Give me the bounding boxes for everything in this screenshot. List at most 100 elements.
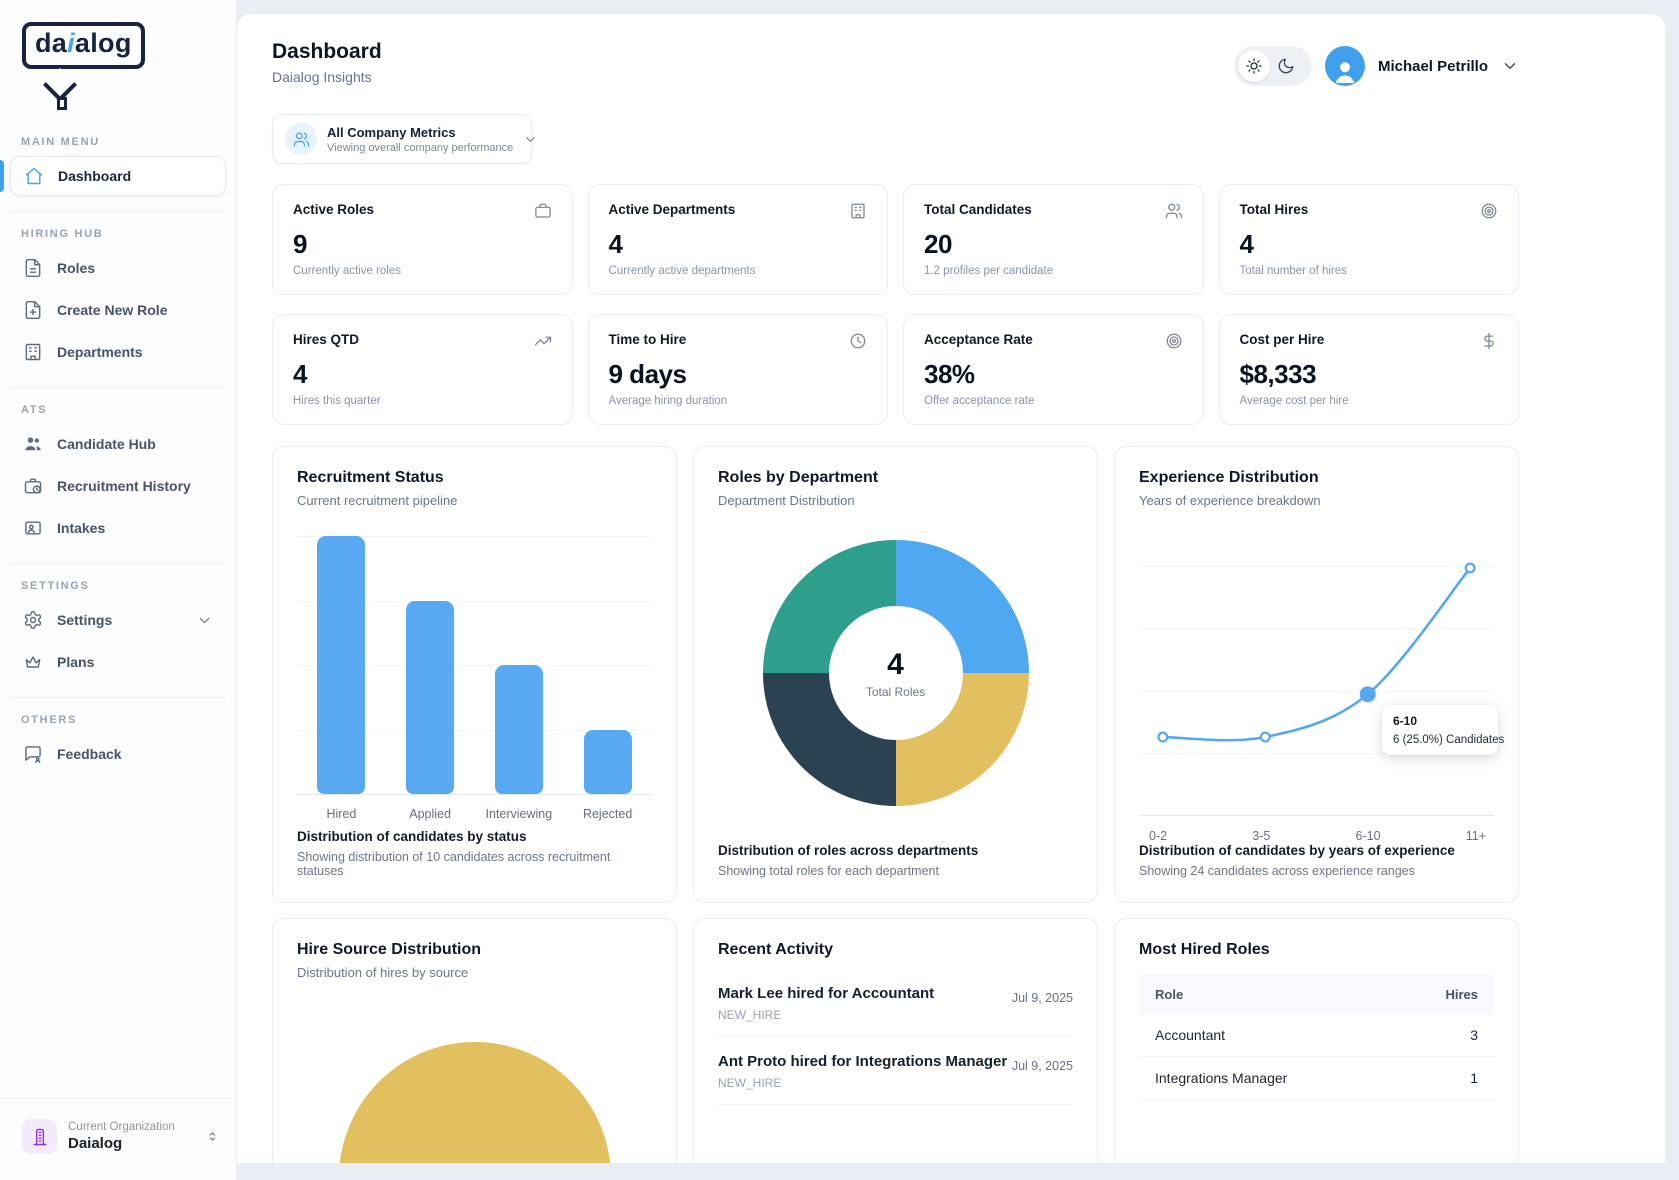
gridline — [297, 536, 652, 537]
bar-applied[interactable] — [406, 600, 455, 794]
gridline — [297, 600, 652, 602]
bar-hired[interactable] — [317, 536, 366, 794]
organization-selector[interactable]: Current Organization Daialog — [0, 1098, 236, 1180]
sidebar-item-settings[interactable]: Settings — [10, 600, 226, 640]
chart-title: Hire Source Distribution — [297, 941, 482, 958]
bar-x-label: Rejected — [582, 807, 633, 821]
user-menu-chevron[interactable] — [1501, 57, 1519, 75]
bar-chart-plot[interactable] — [297, 536, 652, 795]
bar-interviewing[interactable] — [494, 665, 543, 794]
sidebar-divider — [10, 211, 226, 212]
file-plus-icon — [25, 300, 41, 320]
line-x-label: 6-10 — [1355, 829, 1381, 843]
sidebar-item-intakes[interactable]: Intakes — [10, 508, 226, 548]
sidebar-item-recruitment-history[interactable]: Recruitment History — [10, 466, 226, 506]
stat-title: Acceptance Rate — [924, 332, 1033, 347]
user-name[interactable]: Michael Petrillo — [1377, 57, 1488, 75]
organization-label: Current Organization — [68, 1121, 175, 1133]
table-column-header: Role — [1139, 975, 1394, 1014]
sidebar-item-create-new-role[interactable]: Create New Role — [10, 290, 226, 330]
gridline — [1139, 566, 1494, 567]
activity-date: Jul 9, 2025 — [1011, 1059, 1073, 1073]
roles-by-department-card: Roles by Department Department Distribut… — [693, 446, 1098, 903]
charts-row: Recruitment Status Current recruitment p… — [272, 446, 1519, 903]
dollar-icon — [1484, 332, 1494, 350]
tooltip-value: 6 (25.0%) Candidates — [1393, 734, 1505, 746]
gridline — [297, 794, 652, 795]
stat-caption: Currently active roles — [293, 265, 402, 277]
users-icon — [293, 132, 309, 146]
page-subtitle: Daialog Insights — [272, 69, 372, 85]
bar-chart-x-labels: Hired Applied Interviewing Rejected — [297, 807, 652, 821]
user-solid-icon — [1335, 62, 1355, 83]
theme-toggle[interactable] — [1233, 46, 1312, 86]
building-icon — [25, 343, 41, 361]
most-hired-roles-table: Role Hires Accountant 3 Integrations Manage… — [1139, 975, 1494, 1100]
line-point[interactable] — [1259, 731, 1271, 743]
users-fill-icon — [25, 437, 41, 451]
dark-mode-button[interactable] — [1270, 50, 1302, 82]
chevron-down-icon[interactable] — [1501, 57, 1519, 75]
sidebar-item-departments[interactable]: Departments — [10, 332, 226, 372]
stat-value: 20 — [924, 229, 952, 259]
stat-title: Active Roles — [293, 202, 375, 217]
line-point-active[interactable] — [1359, 686, 1376, 703]
metrics-scope-title: All Company Metrics — [327, 124, 456, 140]
sidebar-item-label: Dashboard — [58, 168, 132, 184]
moon-icon[interactable] — [1277, 57, 1295, 75]
sidebar-item-roles[interactable]: Roles — [10, 248, 226, 288]
nav-section-label: HIRING HUB — [21, 228, 104, 240]
light-mode-button[interactable] — [1237, 50, 1270, 82]
id-card-icon — [25, 521, 41, 535]
stat-value: 38% — [924, 359, 975, 389]
metrics-scope-selector[interactable]: All Company Metrics Viewing overall comp… — [272, 114, 536, 164]
line-point[interactable] — [1464, 562, 1476, 574]
building2-icon — [32, 1128, 47, 1145]
line-chart-plot[interactable]: 6-10 6 (25.0%) Candidates — [1139, 562, 1505, 816]
logo-speech-stem — [57, 97, 67, 110]
line-chart-svg — [1157, 562, 1476, 743]
chart-subtitle: Distribution of hires by source — [297, 965, 469, 980]
stat-card-acceptance-rate: Acceptance Rate 38% Offer acceptance rate — [903, 314, 1204, 425]
stat-caption: 1.2 profiles per candidate — [924, 265, 1054, 277]
sidebar-item-dashboard[interactable]: Dashboard — [0, 156, 226, 196]
chevrons-up-down-icon — [209, 1132, 216, 1141]
stat-card-hires-qtd: Hires QTD 4 Hires this quarter — [272, 314, 573, 425]
stat-value: $8,333 — [1239, 359, 1317, 389]
stat-title: Active Departments — [608, 202, 736, 217]
donut-chart[interactable]: 4 Total Roles — [762, 540, 1029, 806]
sidebar-item-label: Intakes — [57, 520, 106, 536]
sidebar-item-plans[interactable]: Plans — [10, 642, 226, 682]
bar-rejected[interactable] — [583, 729, 632, 794]
organization-name: Daialog — [68, 1135, 123, 1152]
stat-card-total-hires: Total Hires 4 Total number of hires — [1218, 184, 1519, 295]
activity-tag: NEW_HIRE — [718, 1008, 782, 1022]
stat-title: Time to Hire — [608, 332, 687, 347]
chart-title: Experience Distribution — [1139, 469, 1319, 486]
activity-list: Mark Lee hired for Accountant NEW_HIRE Jul… — [718, 969, 1073, 1105]
stat-caption: Offer acceptance rate — [924, 395, 1035, 407]
line-point[interactable] — [1157, 731, 1169, 743]
bar-x-label: Applied — [409, 807, 451, 821]
pie-chart[interactable] — [338, 1042, 611, 1163]
chart-footer-title: Distribution of candidates by years of e… — [1139, 843, 1455, 858]
sidebar-item-candidate-hub[interactable]: Candidate Hub — [10, 424, 226, 464]
sidebar-divider — [10, 563, 226, 564]
sidebar-item-label: Departments — [57, 344, 143, 360]
sidebar-divider — [10, 387, 226, 388]
gridline — [1139, 690, 1494, 692]
recent-activity-card: Recent Activity Mark Lee hired for Accou… — [693, 918, 1098, 1163]
gridline — [297, 665, 652, 666]
stat-card-cost-per-hire: Cost per Hire $8,333 Average cost per hire — [1218, 314, 1519, 425]
crown-icon — [25, 656, 41, 668]
card-title: Recent Activity — [718, 941, 833, 958]
chevron-down-icon[interactable] — [196, 612, 213, 629]
header-actions: Michael Petrillo — [1233, 46, 1519, 86]
metrics-scope-icon-badge — [285, 123, 317, 155]
sun-icon[interactable] — [1245, 57, 1263, 75]
user-avatar[interactable] — [1324, 46, 1365, 86]
page-header: Dashboard Daialog Insights Michael Petri… — [272, 40, 1519, 86]
stat-card-total-candidates: Total Candidates 20 1.2 profiles per candi… — [903, 184, 1204, 295]
sidebar-item-feedback[interactable]: Feedback — [10, 734, 226, 774]
hires-cell: 1 — [1393, 1056, 1494, 1100]
